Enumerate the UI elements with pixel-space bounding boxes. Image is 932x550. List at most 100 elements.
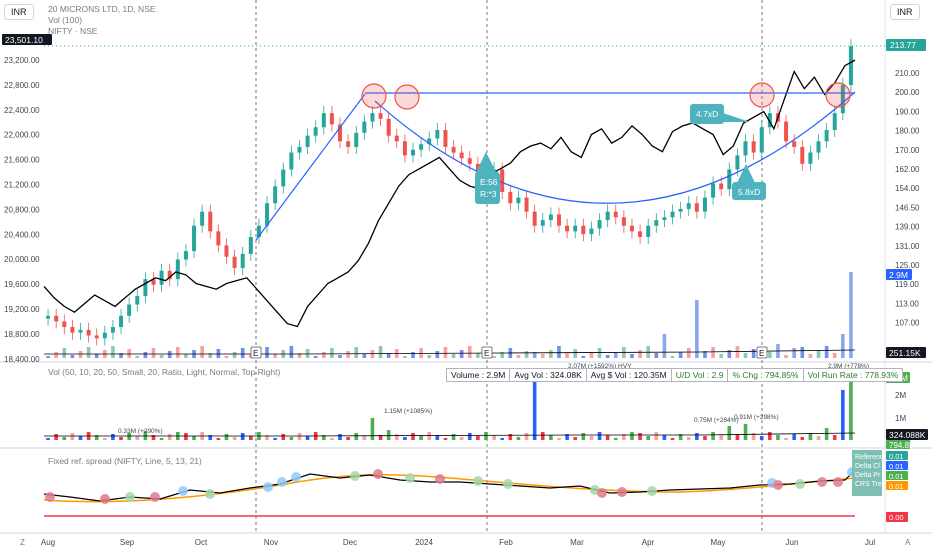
candle-body <box>321 113 326 128</box>
callout-text: 5.8xD <box>738 187 760 197</box>
main-volume-bar <box>638 350 642 358</box>
main-volume-bar <box>297 353 302 358</box>
volume-bar <box>630 432 634 440</box>
main-volume-bar <box>540 354 545 358</box>
main-volume-bar <box>378 346 383 358</box>
rs-value-label: 0.01 <box>889 482 904 491</box>
candle-body <box>459 152 464 159</box>
volume-bar <box>727 426 732 440</box>
volume-bar <box>111 434 115 440</box>
rs-dot <box>833 477 843 487</box>
main-volume-bar <box>321 352 326 358</box>
rs-dot <box>473 476 483 486</box>
volume-bar <box>386 430 391 440</box>
candle-body <box>151 279 156 285</box>
rs-value-label: 0.01 <box>889 472 904 481</box>
right-axis-tick: 180.00 <box>895 127 920 136</box>
rs-legend-row: Reference <box>855 454 887 461</box>
volume-bar <box>638 433 642 440</box>
volume-bar <box>808 433 813 440</box>
rs-dot <box>277 477 287 487</box>
pivot-circle <box>825 82 851 108</box>
candle-body <box>362 121 367 133</box>
volume-bar <box>581 433 586 440</box>
rs-dot <box>178 486 188 496</box>
x-axis-label: Feb <box>499 538 513 547</box>
left-axis-tick: 22,000.00 <box>4 131 40 140</box>
candle-body <box>159 270 164 285</box>
main-volume-bar <box>265 347 269 358</box>
uptrend-line <box>255 93 366 241</box>
main-volume-bar <box>800 347 805 358</box>
candle-body <box>613 211 618 218</box>
main-volume-bar <box>613 352 618 358</box>
main-volume-bar <box>670 356 675 358</box>
left-axis-tick: 22,400.00 <box>4 106 40 115</box>
volume-bar <box>70 433 75 440</box>
candle-body <box>256 225 261 237</box>
x-axis-label: May <box>710 538 725 547</box>
auto-scale-icon: A <box>905 538 911 547</box>
candle-body <box>313 127 318 136</box>
main-volume-bar <box>662 334 667 358</box>
candle-body <box>508 191 513 204</box>
main-volume-bar <box>768 352 772 358</box>
right-axis-tick: 119.00 <box>895 280 919 289</box>
right-axis-vol-badge <box>886 269 912 280</box>
callout-box <box>732 182 766 200</box>
rs-dot <box>647 486 657 496</box>
zoom-icon: Z <box>20 538 25 547</box>
volume-bar <box>46 438 50 440</box>
rs-panel-legend: Fixed ref. spread (NIFTY, Line, 5, 13, 2… <box>48 456 202 466</box>
volume-bar <box>476 436 480 440</box>
main-volume-bar <box>411 352 415 358</box>
candle-body <box>840 85 845 114</box>
currency-button-right[interactable]: INR <box>890 4 920 20</box>
volume-bar <box>346 437 350 440</box>
currency-button-left[interactable]: INR <box>4 4 34 20</box>
main-volume-bar <box>224 356 229 358</box>
stat-avg-vol: Avg Vol : 324.08K <box>510 369 587 381</box>
rs-legend-row: Delta Pr <box>855 472 881 479</box>
candle-body <box>208 211 213 232</box>
main-volume-bar <box>240 348 245 358</box>
main-volume-bar <box>273 354 277 358</box>
candle-body <box>127 304 132 316</box>
volume-bar <box>443 438 448 440</box>
right-axis-tick: 170.00 <box>895 146 920 155</box>
candle-body <box>427 138 432 145</box>
symbol-line: 20 MICRONS LTD, 1D, NSE <box>48 4 156 14</box>
volume-bar <box>54 434 58 440</box>
volume-label: 2.9M (+778%) <box>828 363 869 370</box>
right-axis-price-label: 213.77 <box>890 40 916 50</box>
candle-body <box>848 46 853 86</box>
volume-bar <box>127 433 131 440</box>
candle-body <box>573 225 578 232</box>
x-axis-label: Jul <box>865 538 875 547</box>
candle-body <box>694 203 699 212</box>
candle-body <box>329 113 334 125</box>
volume-label: 2.07M (+1592%) HVY <box>568 363 632 370</box>
volume-bar <box>484 432 488 440</box>
volume-bar <box>224 434 229 440</box>
volume-bar <box>216 438 221 440</box>
left-axis-current-label: 23,501.10 <box>5 35 43 45</box>
candle-body <box>394 135 399 142</box>
candle-body <box>443 130 448 147</box>
candle-body <box>589 228 594 235</box>
rs-value-badge <box>886 461 908 470</box>
candle-body <box>759 127 764 153</box>
right-axis-tick: 113.00 <box>895 299 919 308</box>
main-volume-bar <box>816 350 821 358</box>
main-volume-bar <box>46 356 50 358</box>
candle-body <box>800 146 805 164</box>
candle-body <box>784 121 789 142</box>
main-volume-bar <box>435 351 440 358</box>
main-volume-bar <box>605 355 610 358</box>
main-volume-bar <box>516 355 521 358</box>
candle-body <box>265 203 270 226</box>
rs-zero-badge <box>886 512 908 522</box>
rs-dot <box>150 492 160 502</box>
volume-bar <box>800 437 805 440</box>
candle-body <box>419 144 424 150</box>
